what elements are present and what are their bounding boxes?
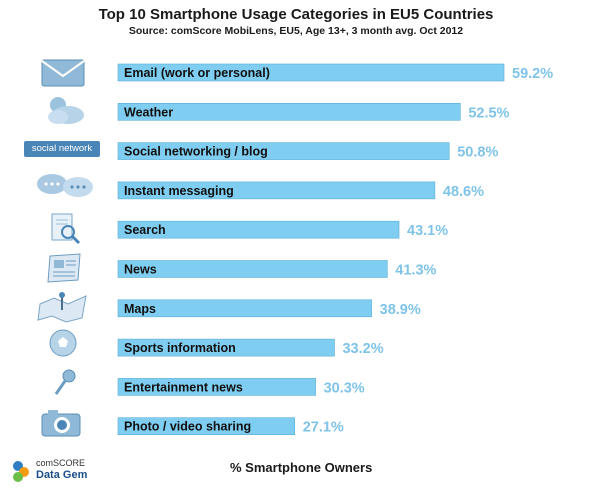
logo-brand: comSCORE — [36, 458, 86, 468]
value-label: 50.8% — [457, 145, 498, 161]
soccer-ball-icon — [49, 329, 77, 357]
value-label: 43.1% — [407, 223, 448, 239]
chart-subtitle: Source: comScore MobiLens, EU5, Age 13+,… — [128, 25, 464, 37]
bar — [117, 181, 436, 200]
category-label: Weather — [124, 105, 173, 119]
bar — [117, 338, 335, 357]
bar — [117, 260, 388, 278]
category-label: Entertainment news — [124, 380, 243, 394]
news-icon — [47, 253, 81, 283]
map-icon — [37, 292, 87, 323]
logo-product: Data Gem — [36, 469, 88, 481]
bar — [117, 417, 295, 436]
category-label: Search — [124, 223, 166, 237]
email-icon — [41, 59, 85, 87]
value-label: 30.3% — [324, 380, 365, 396]
value-label: 38.9% — [380, 302, 421, 318]
bar — [117, 220, 400, 239]
category-label: Maps — [124, 302, 156, 316]
comscore-logo-icon — [13, 461, 29, 482]
bar — [117, 142, 450, 160]
value-label: 48.6% — [443, 184, 484, 200]
x-axis-label: % Smartphone Owners — [230, 460, 373, 475]
category-label: Instant messaging — [124, 184, 234, 198]
bar — [117, 299, 372, 318]
value-label: 33.2% — [342, 341, 383, 357]
value-label: 52.5% — [468, 105, 509, 121]
value-label: 27.1% — [303, 420, 344, 436]
bar — [117, 63, 505, 82]
category-label: Photo / video sharing — [124, 420, 251, 434]
value-label: 41.3% — [395, 263, 436, 279]
bar — [117, 103, 461, 121]
category-label: Social networking / blog — [124, 145, 268, 159]
social-network-icon-label: social network — [31, 143, 93, 154]
category-label: Sports information — [124, 341, 236, 355]
social-network-icon: social network — [24, 141, 100, 157]
camera-icon — [41, 410, 81, 437]
value-label: 59.2% — [512, 66, 553, 82]
search-icon — [51, 213, 81, 245]
comscore-logo: comSCORE Data Gem — [10, 456, 120, 486]
weather-icon — [48, 97, 84, 124]
category-label: News — [124, 263, 157, 277]
microphone-icon — [54, 369, 76, 395]
category-label: Email (work or personal) — [124, 66, 270, 80]
chart-title: Top 10 Smartphone Usage Categories in EU… — [98, 6, 494, 23]
bar — [117, 378, 316, 396]
chat-icon — [37, 174, 93, 197]
